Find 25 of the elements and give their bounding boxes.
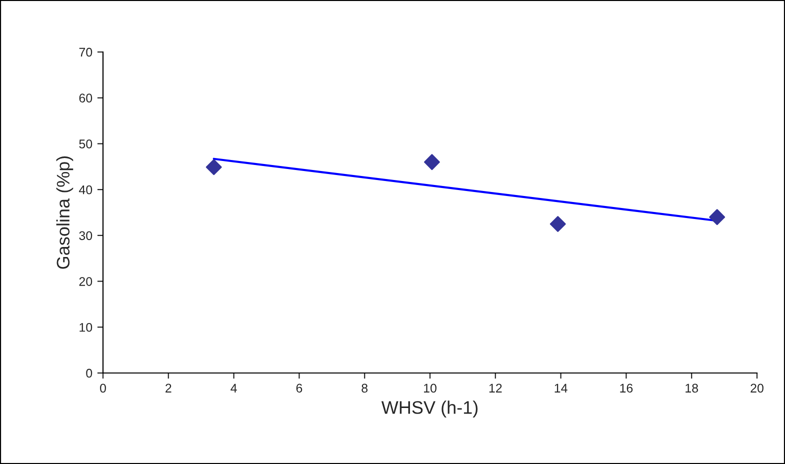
x-tick-label: 12 <box>489 384 502 392</box>
y-tick-label: 60 <box>79 94 92 103</box>
y-tick-label: 50 <box>79 140 92 148</box>
point <box>550 216 566 232</box>
y-tick-label: 30 <box>79 231 92 240</box>
y-axis-title: Gasolina (%p) <box>56 156 74 269</box>
point <box>424 154 440 170</box>
x-tick-label: 8 <box>362 384 368 393</box>
x-tick-label: 0 <box>100 384 106 393</box>
x-axis-title: WHSV (h-1) <box>381 400 478 418</box>
y-tick-label: 40 <box>78 185 92 194</box>
y-tick-label: 70 <box>79 48 92 57</box>
y-tick-label: 10 <box>80 322 92 332</box>
x-tick-label: 20 <box>750 384 764 393</box>
x-tick-label: 10 <box>424 384 436 393</box>
point <box>206 159 222 176</box>
x-tick-label: 14 <box>554 384 568 392</box>
point <box>709 209 726 226</box>
x-tick-label: 16 <box>620 384 633 393</box>
x-tick-label: 6 <box>296 384 302 393</box>
y-tick-label: 20 <box>79 277 92 286</box>
x-tick-label: 4 <box>230 384 237 392</box>
y-tick-label: 0 <box>86 368 92 378</box>
x-tick-label: 2 <box>166 384 172 392</box>
x-tick-label: 18 <box>686 384 698 393</box>
